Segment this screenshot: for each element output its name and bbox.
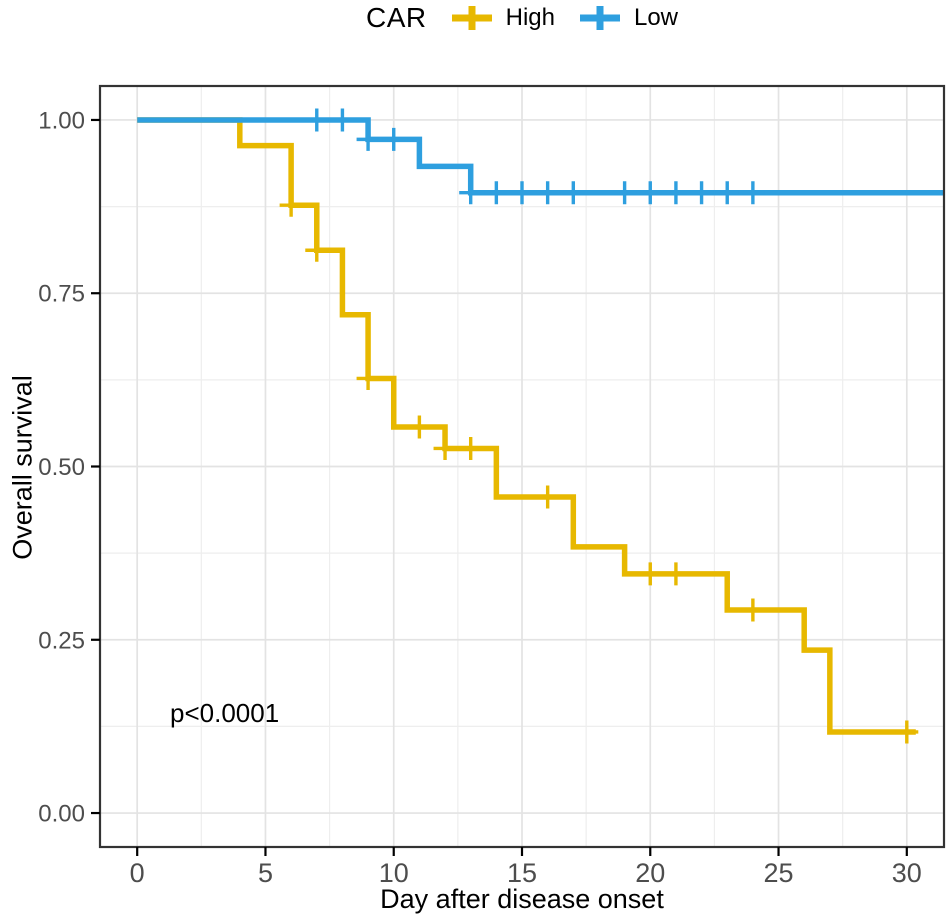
censor-mark-low	[330, 108, 354, 132]
y-tick-label: 0.50	[38, 454, 85, 481]
legend: CAR High Low	[100, 0, 944, 36]
censor-mark-low	[664, 181, 688, 205]
censor-mark-low	[741, 181, 765, 205]
legend-title: CAR	[365, 2, 427, 33]
legend-item-high: High	[451, 4, 555, 32]
censor-mark-low	[356, 127, 380, 151]
x-tick-label: 25	[764, 858, 794, 888]
x-tick-label: 0	[130, 858, 145, 888]
censor-mark-high	[741, 598, 765, 622]
censor-mark-low	[305, 108, 329, 132]
censor-mark-low	[715, 181, 739, 205]
censor-mark-low	[690, 181, 714, 205]
y-tick-label: 0.75	[38, 281, 85, 308]
censor-mark-high	[536, 485, 560, 509]
censor-mark-high	[305, 238, 329, 262]
y-tick-label: 0.00	[38, 801, 85, 828]
censor-mark-low	[510, 181, 534, 205]
legend-key-high-plus-icon	[451, 6, 492, 30]
legend-item-low: Low	[579, 4, 678, 32]
p-value-annotation: p<0.0001	[170, 698, 280, 728]
legend-key-low-plus-icon	[579, 6, 620, 30]
censor-mark-high	[279, 193, 303, 217]
x-tick-label: 15	[507, 858, 537, 888]
x-tick-label: 5	[258, 858, 273, 888]
x-tick-label: 30	[892, 858, 922, 888]
x-tick-label: 20	[635, 858, 665, 888]
y-axis-title: Overall survival	[7, 375, 38, 560]
censor-mark-low	[561, 181, 585, 205]
x-axis-title: Day after disease onset	[380, 884, 664, 914]
censor-mark-low	[613, 181, 637, 205]
censor-mark-low	[536, 181, 560, 205]
censor-mark-high	[664, 562, 688, 586]
censor-mark-high	[895, 720, 919, 744]
x-tick-label: 10	[379, 858, 409, 888]
censor-mark-low	[459, 181, 483, 205]
survival-curve-low	[137, 117, 944, 196]
censor-mark-low	[382, 127, 406, 151]
censor-mark-low	[638, 181, 662, 205]
censor-mark-high	[638, 562, 662, 586]
censor-mark-high	[433, 436, 457, 460]
y-tick-label: 1.00	[38, 107, 85, 134]
censor-mark-low	[484, 181, 508, 205]
censor-mark-high	[459, 436, 483, 460]
legend-label-high: High	[505, 4, 555, 31]
y-tick-label: 0.25	[38, 627, 85, 654]
legend-label-low: Low	[633, 4, 678, 31]
censor-mark-high	[407, 415, 431, 439]
censor-mark-high	[356, 366, 380, 390]
